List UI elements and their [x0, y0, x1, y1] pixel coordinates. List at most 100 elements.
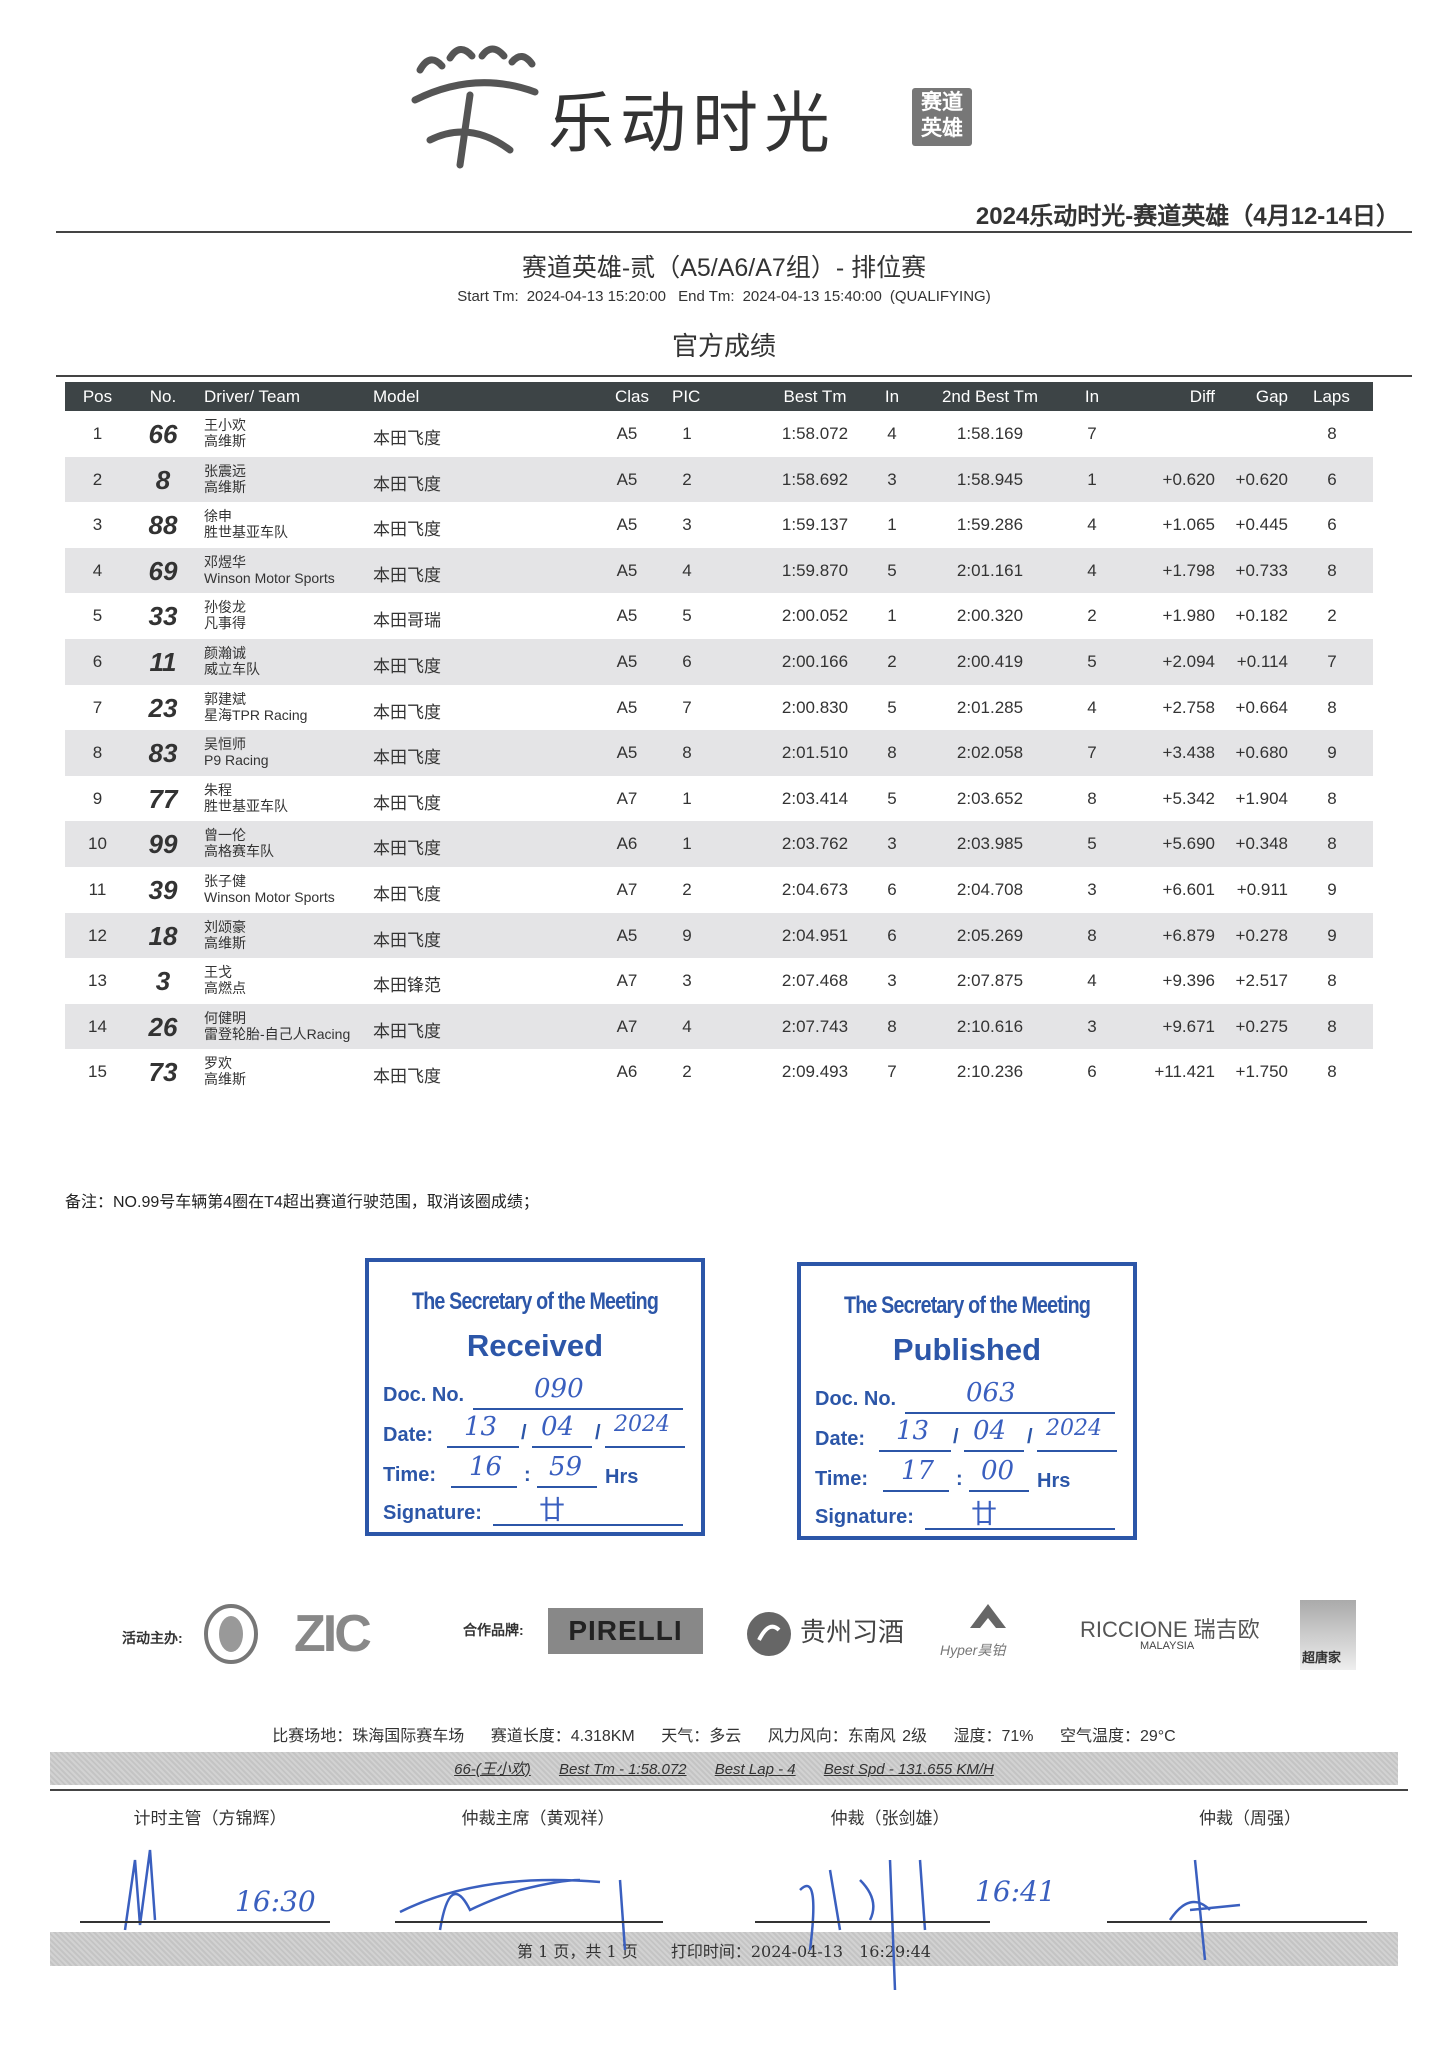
cell-in1: 3 — [887, 971, 897, 991]
cell-diff: +1.980 — [1162, 606, 1215, 626]
driver-name: 孙俊龙 — [204, 599, 246, 616]
driver-name: 朱程 — [204, 781, 232, 798]
xijiu-logo: 贵州习酒 — [800, 1617, 905, 1647]
print-time: 打印时间：2024-04-13 16:29:44 — [670, 1942, 931, 1961]
session-times: Start Tm: 2024-04-13 15:20:00 End Tm: 2024… — [0, 288, 1448, 305]
cell-gap: +1.750 — [1235, 1062, 1288, 1082]
stamp-title-wrap: The Secretary of the Meeting — [801, 1292, 1133, 1320]
driver-name: 张子健 — [204, 873, 246, 889]
cell-gap: +0.114 — [1236, 652, 1288, 671]
cell-second: 2:01.161 — [956, 560, 1024, 580]
start-label: Start Tm: — [457, 288, 519, 305]
logo-text: 乐动时光 — [548, 85, 836, 162]
team-name: P9 Racing — [204, 752, 269, 769]
cell-gap: +0.275 — [1235, 1016, 1288, 1036]
cell-no: 99 — [148, 829, 178, 860]
cell-pic: 4 — [682, 1016, 692, 1036]
team-name: 高格赛车队 — [204, 843, 274, 860]
cell-gap: +0.182 — [1235, 606, 1288, 626]
partner-logo-text: 超唐家 — [1302, 1650, 1342, 1665]
cell-pos: 5 — [92, 606, 103, 626]
time-hour: 16 — [469, 1452, 503, 1482]
table-row: 2 8 本田飞度 A5 2 1:58.692 3 1:58.945 1 +0.620 +0.620 6… — [65, 456, 1373, 503]
signatory-label: 仲裁（周强） — [1199, 1809, 1301, 1829]
cell-pos: 14 — [88, 1016, 107, 1036]
cell-model: 本田飞度 — [373, 930, 441, 950]
time-label: Time: — [383, 1464, 436, 1486]
divider — [50, 1789, 1408, 1791]
driver-name: 何健明 — [204, 1009, 246, 1026]
cell-in2: 7 — [1087, 743, 1097, 763]
pirelli-logo: PIRELLI — [548, 1608, 703, 1654]
cell-diff: +11.421 — [1154, 1062, 1215, 1082]
driver-name: 刘颂豪 — [204, 918, 246, 935]
cell-pic: 1 — [682, 788, 692, 808]
driver-name: 邓煜华 — [204, 553, 246, 570]
track-conditions: 比赛场地：珠海国际赛车场 赛道长度：4.318KM 天气：多云 风力风向：东南风… — [0, 1722, 1448, 1746]
stamp-signature: 廿 — [971, 1500, 998, 1530]
cell-no: 83 — [148, 738, 178, 769]
cell-no: 77 — [148, 783, 178, 814]
cell-diff: +5.342 — [1162, 788, 1215, 808]
cell-gap: +0.445 — [1235, 515, 1288, 535]
cell-in2: 4 — [1087, 971, 1097, 991]
cell-pos: 12 — [88, 925, 107, 945]
cell-model: 本田飞度 — [373, 748, 441, 768]
cell-second: 1:58.169 — [956, 424, 1024, 443]
signature-line — [1107, 1921, 1367, 1923]
date-day: 13 — [896, 1416, 930, 1446]
cell-driver-team: 刘颂豪 高维斯 — [204, 919, 246, 951]
time-minute: 00 — [981, 1456, 1015, 1486]
cell-in1: 5 — [887, 697, 897, 717]
cell-laps: 8 — [1327, 424, 1337, 443]
cell-in2: 2 — [1087, 606, 1097, 626]
cell-driver-team: 吴恒师 P9 Racing — [204, 736, 269, 768]
date-day: 13 — [464, 1412, 498, 1442]
sponsor-bar: 活动主办: ZIC 合作品牌: PIRELLI 贵州习酒 Hyper昊铂 RIC… — [0, 1590, 1448, 1690]
cell-clas: A6 — [616, 834, 638, 854]
cell-clas: A5 — [616, 743, 638, 763]
cell-in1: 2 — [887, 652, 897, 671]
cell-best: 2:00.052 — [781, 606, 849, 626]
cell-in2: 5 — [1087, 834, 1097, 854]
cell-no: 88 — [148, 510, 178, 541]
cell-second: 2:10.236 — [956, 1062, 1024, 1082]
cell-second: 2:10.616 — [956, 1016, 1024, 1036]
cell-in1: 6 — [887, 880, 897, 899]
cell-second: 2:00.320 — [956, 606, 1024, 626]
table-row: 4 69 本田飞度 A5 4 1:59.870 5 2:01.161 4 +1.798 +0.733… — [65, 547, 1373, 594]
cell-gap: +0.733 — [1235, 560, 1288, 580]
col-driver: Driver/ Team — [204, 387, 301, 406]
driver-name: 王戈 — [204, 964, 232, 981]
signature-stroke — [399, 1878, 627, 1951]
cell-pic: 1 — [682, 834, 692, 854]
logo-badge-line: 赛道 — [921, 91, 963, 114]
cell-model: 本田飞度 — [373, 657, 441, 676]
team-name: 星海TPR Racing — [204, 706, 308, 723]
cell-driver-team: 罗欢 高维斯 — [204, 1055, 246, 1087]
cell-diff: +0.620 — [1162, 469, 1215, 489]
team-name: 雷登轮胎-自己人Racing — [204, 1025, 351, 1042]
signature-stroke — [123, 1849, 157, 1931]
col-diff: Diff — [1189, 387, 1215, 406]
cell-in1: 7 — [887, 1062, 897, 1082]
cell-in2: 3 — [1087, 880, 1097, 899]
table-header: Pos No. Driver/ Team Model Clas PIC Best… — [65, 382, 1373, 411]
page-footer: 第 1 页，共 1 页 打印时间：2024-04-13 16:29:44 — [0, 1938, 1448, 1962]
cell-in1: 6 — [887, 925, 897, 945]
temperature: 空气温度：29°C — [1059, 1728, 1176, 1745]
col-laps: Laps — [1313, 387, 1350, 406]
hyper-logo-icon — [970, 1604, 1006, 1628]
cell-no: 11 — [149, 647, 177, 677]
cell-no: 3 — [155, 966, 171, 997]
cell-gap: +0.278 — [1235, 925, 1288, 945]
cell-in2: 4 — [1087, 560, 1097, 580]
table-row: 1 66 本田飞度 A5 1 1:58.072 4 1:58.169 7 8 王小欢 高维斯 — [65, 411, 1373, 457]
cell-pic: 8 — [682, 743, 692, 763]
cell-no: 23 — [148, 692, 178, 723]
cell-in2: 6 — [1087, 1062, 1097, 1082]
cell-best: 2:04.673 — [781, 880, 849, 899]
driver-name: 曾一伦 — [204, 827, 246, 844]
team-name: 高维斯 — [204, 934, 246, 951]
doc-label: Doc. No. — [383, 1384, 465, 1406]
